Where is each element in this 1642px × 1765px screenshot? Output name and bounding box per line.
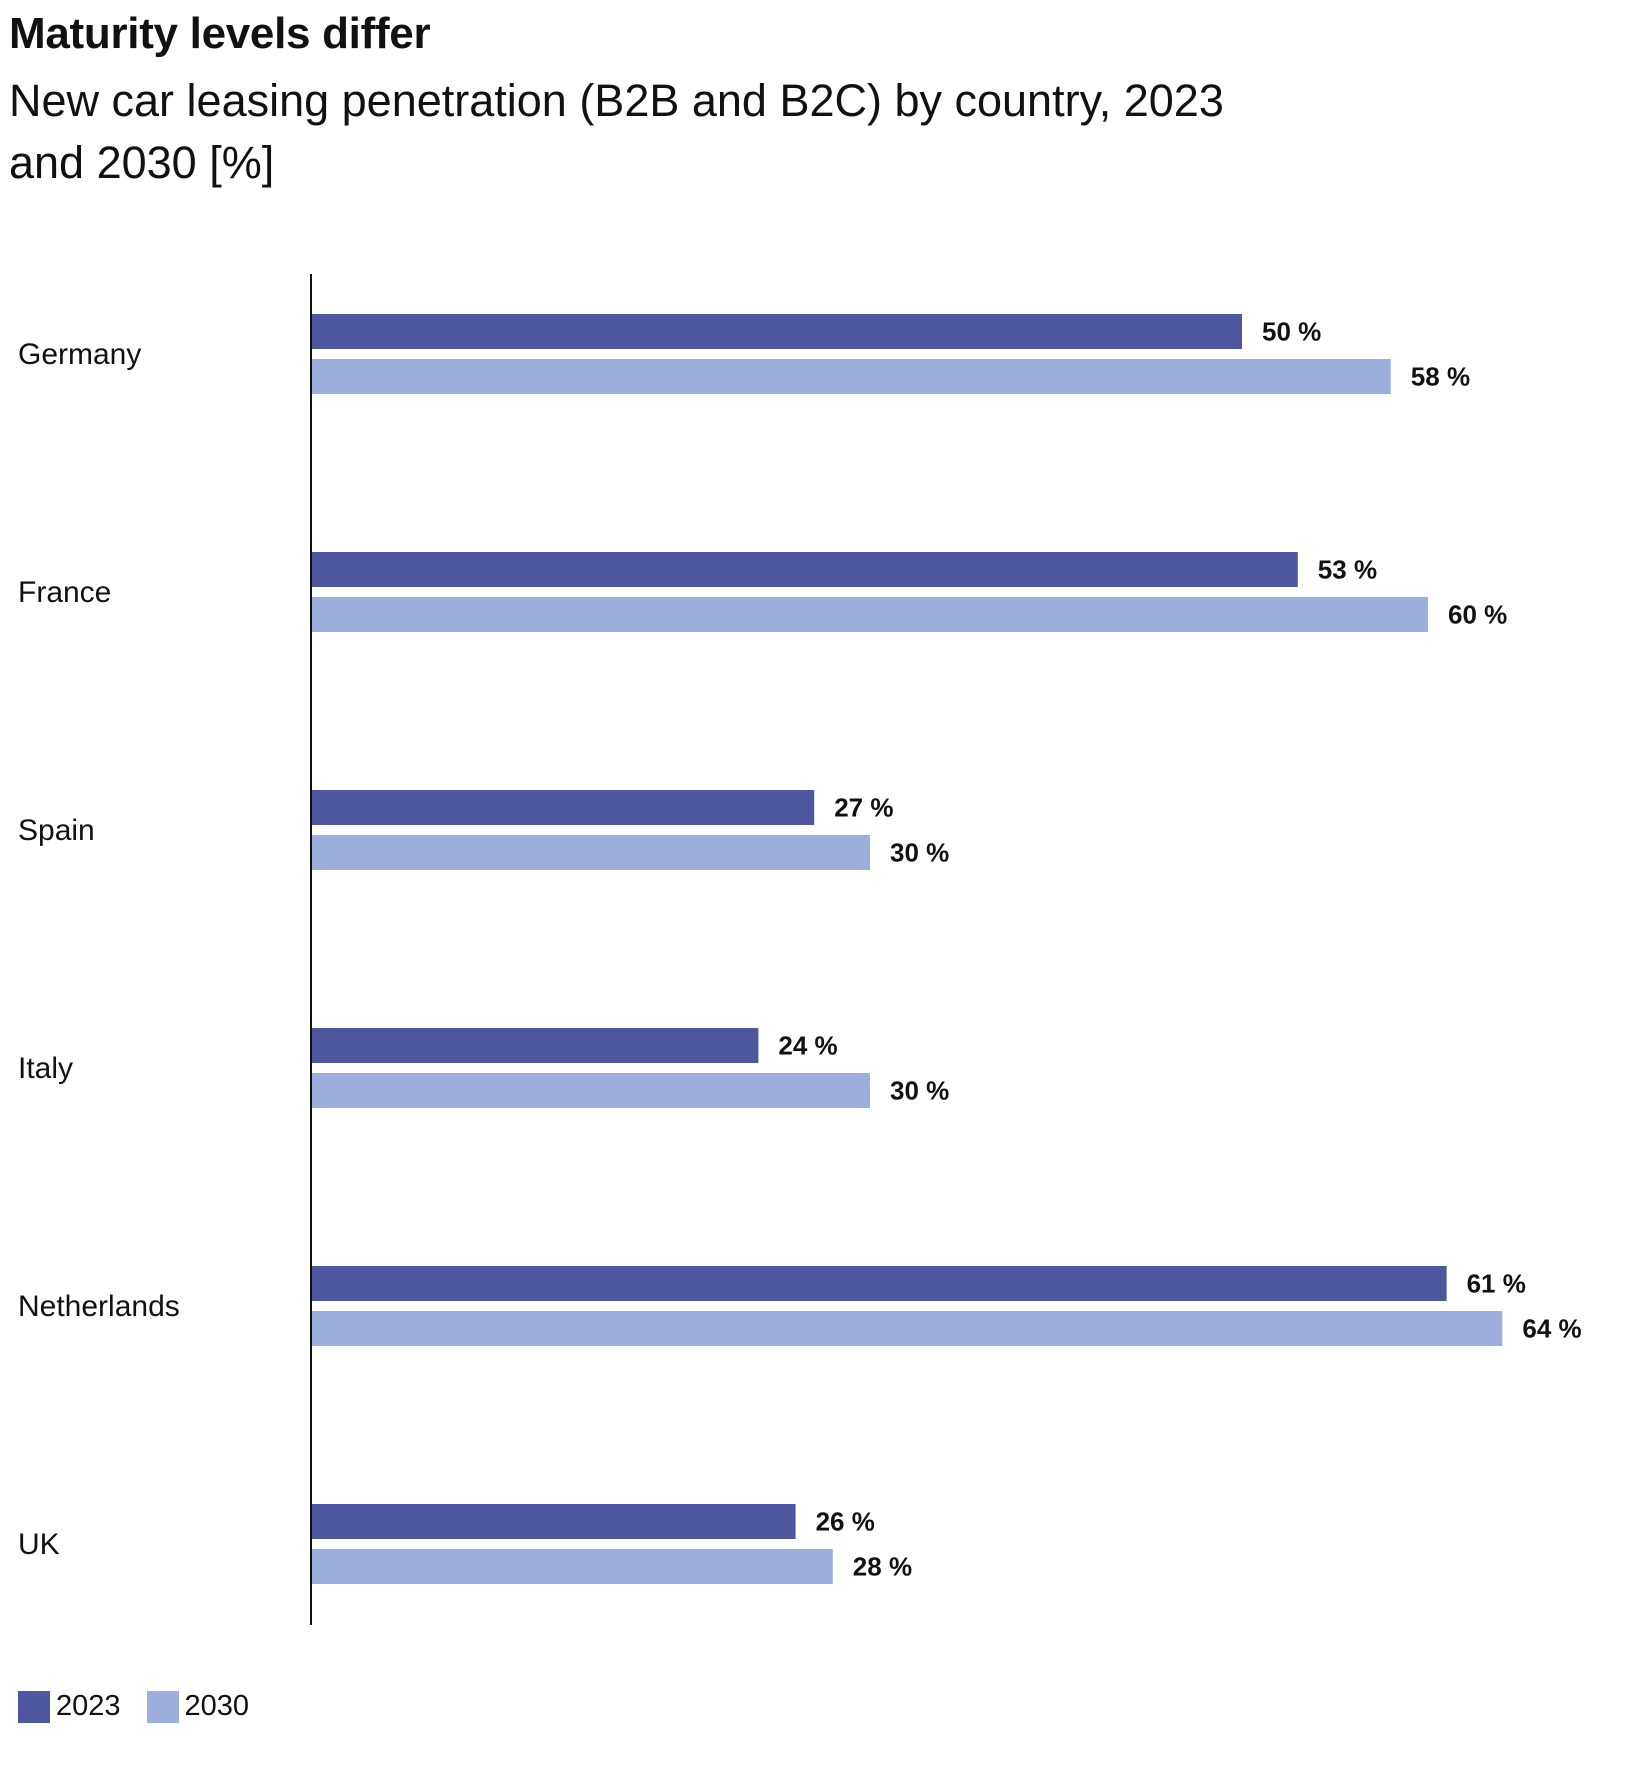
legend-label-2023: 2023 [56,1690,121,1722]
value-label-spain-2023: 27 % [834,793,893,823]
legend-label-2030: 2030 [184,1690,250,1722]
value-label-france-2030: 60 % [1448,600,1507,630]
value-label-spain-2030: 30 % [890,838,949,868]
legend-swatch-2023 [18,1690,50,1723]
value-label-netherlands-2023: 61 % [1467,1269,1526,1299]
value-label-france-2023: 53 % [1318,555,1377,585]
value-label-uk-2023: 26 % [816,1507,875,1537]
bar-uk-2030[interactable] [312,1549,833,1584]
bar-netherlands-2023[interactable] [312,1266,1447,1301]
bar-spain-2030[interactable] [312,835,870,870]
value-label-uk-2030: 28 % [853,1552,912,1582]
category-label-spain: Spain [18,814,95,847]
legend-item-2030[interactable]: 2030 [146,1690,250,1723]
legend-item-2023[interactable]: 2023 [18,1690,121,1723]
value-label-germany-2023: 50 % [1262,317,1321,347]
bar-italy-2023[interactable] [312,1028,759,1063]
value-label-italy-2023: 24 % [778,1031,837,1061]
bar-netherlands-2030[interactable] [312,1311,1503,1346]
chart-subtitle: New car leasing penetration (B2B and B2C… [9,75,1224,188]
bars-layer [312,314,1503,1584]
labels-layer: Germany 50 % 58 % France 53 % 60 % Spain 27 % 30… [18,317,1582,1582]
bar-germany-2030[interactable] [312,359,1391,394]
chart-title: Maturity levels differ [9,9,431,58]
category-label-france: France [18,576,111,609]
bar-uk-2023[interactable] [312,1504,796,1539]
value-label-italy-2030: 30 % [890,1076,949,1106]
value-label-germany-2030: 58 % [1411,362,1470,392]
value-label-netherlands-2030: 64 % [1522,1314,1581,1344]
category-label-germany: Germany [18,338,141,371]
bar-france-2023[interactable] [312,552,1298,587]
category-label-uk: UK [18,1528,60,1561]
bar-france-2030[interactable] [312,597,1428,632]
category-label-italy: Italy [18,1052,73,1085]
legend: 2023 2030 [18,1690,275,1723]
bar-germany-2023[interactable] [312,314,1242,349]
category-label-netherlands: Netherlands [18,1290,180,1323]
legend-swatch-2030 [146,1690,179,1723]
bar-italy-2030[interactable] [312,1073,870,1108]
bar-spain-2023[interactable] [312,790,815,825]
